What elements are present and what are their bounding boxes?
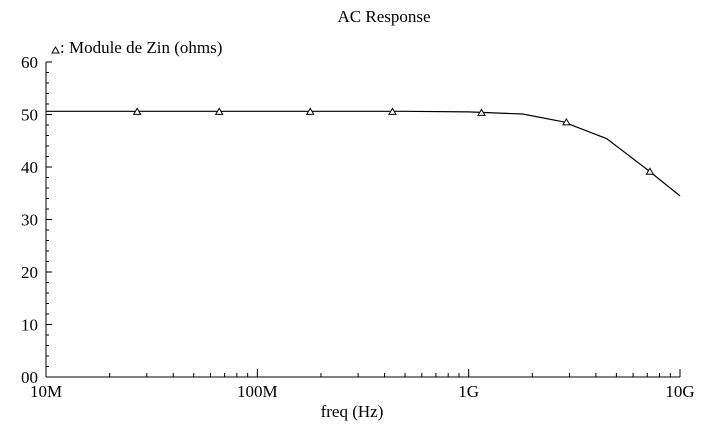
y-tick-label: 30: [21, 211, 38, 230]
y-tick-label: 20: [21, 263, 38, 282]
data-point-marker: [562, 117, 571, 126]
plot-area: [46, 107, 681, 197]
data-point-marker: [305, 107, 315, 115]
x-tick-label: 10G: [665, 382, 694, 401]
x-tick-label: 1G: [458, 382, 479, 401]
x-axis-label: freq (Hz): [321, 402, 384, 421]
data-point-marker: [214, 107, 224, 115]
legend-label: : Module de Zin (ohms): [60, 38, 222, 57]
data-point-marker: [388, 107, 397, 115]
y-tick-label: 10: [21, 316, 38, 335]
y-tick-label: 00: [21, 368, 38, 387]
legend: : Module de Zin (ohms): [51, 38, 222, 57]
x-tick-label: 100M: [237, 382, 278, 401]
data-point-marker: [477, 108, 486, 116]
y-tick-label: 40: [21, 158, 38, 177]
legend-triangle-icon: [51, 46, 60, 54]
series-line: [46, 110, 681, 197]
data-point-marker: [645, 167, 655, 175]
x-tick-label: 10M: [30, 382, 62, 401]
data-point-marker: [132, 107, 142, 115]
axes: [45, 62, 680, 378]
y-tick-label: 60: [21, 53, 38, 72]
chart-title: AC Response: [337, 7, 430, 26]
y-tick-label: 50: [21, 106, 38, 125]
tick-labels: 00 10 20 30 40 50 60 10M 100M 1G 10G: [21, 53, 695, 401]
ticks: [45, 61, 681, 378]
